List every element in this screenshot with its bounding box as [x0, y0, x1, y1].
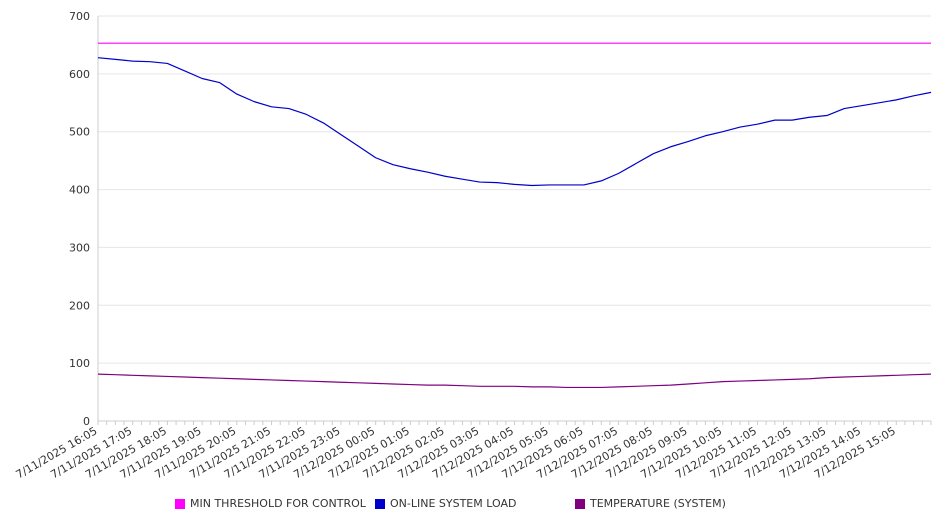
- series-line-on-line-system-load: [97, 57, 932, 187]
- y-tick-label-4: 400: [69, 184, 90, 197]
- legend-swatch-min-threshold: [175, 498, 185, 509]
- legend-swatch-system-load: [375, 498, 385, 509]
- y-tick-label-2: 200: [69, 299, 90, 312]
- legend-item-min-threshold: MIN THRESHOLD FOR CONTROL: [175, 497, 366, 510]
- legend-item-system-load: ON-LINE SYSTEM LOAD: [375, 497, 516, 510]
- y-tick-label-1: 100: [69, 357, 90, 370]
- chart-legend: MIN THRESHOLD FOR CONTROL ON-LINE SYSTEM…: [0, 497, 946, 515]
- legend-label-temperature: TEMPERATURE (SYSTEM): [590, 497, 726, 510]
- series-line-temperature-system: [97, 373, 932, 389]
- legend-item-temperature: TEMPERATURE (SYSTEM): [575, 497, 726, 510]
- y-tick-label-7: 700: [69, 10, 90, 23]
- y-axis: 0 100 200 300 400 500 600 700: [69, 10, 99, 428]
- y-tick-label-0: 0: [83, 415, 90, 428]
- x-axis: 7/11/2025 16:057/11/2025 17:057/11/2025 …: [14, 420, 932, 481]
- y-tick-label-3: 300: [69, 241, 90, 254]
- y-tick-label-6: 600: [69, 68, 90, 81]
- legend-label-system-load: ON-LINE SYSTEM LOAD: [390, 497, 517, 510]
- y-tick-label-5: 500: [69, 126, 90, 139]
- legend-label-min-threshold: MIN THRESHOLD FOR CONTROL: [190, 497, 366, 510]
- chart-series: [97, 42, 932, 389]
- legend-swatch-temperature: [575, 498, 585, 509]
- chart-gridlines: [98, 15, 931, 422]
